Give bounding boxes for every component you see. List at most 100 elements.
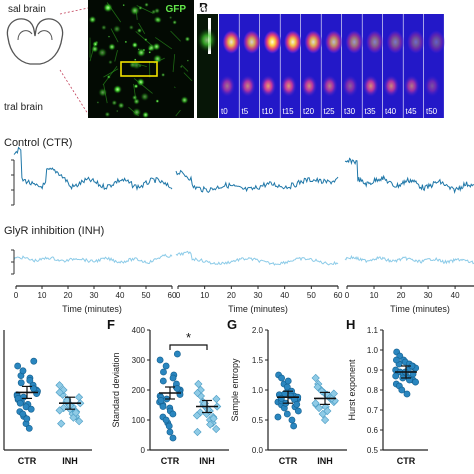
inhibition-traces: [11, 249, 474, 275]
scatter-point-ctr: [16, 399, 24, 407]
gfp-cell: [96, 101, 100, 104]
ca-time-label: t40: [385, 107, 397, 116]
scatter-y-tick-label: 0: [141, 446, 146, 455]
scatter-point-ctr: [290, 422, 298, 430]
gfp-cell: [153, 15, 161, 24]
gfp-cell: [108, 43, 116, 51]
time-axes: 0 10 20 30 40 50 60 0 10 20 30 40 50 60 0 10 20 30 40Time …: [14, 285, 474, 314]
ca-cell-bottom: [342, 75, 359, 97]
gfp-process: [172, 54, 176, 73]
scatter-panel-f: 0 100 200 300 400 Standard deviation CTR INH *: [111, 326, 229, 466]
ca-time-label: t5: [242, 107, 249, 116]
gfp-cell: [112, 25, 121, 33]
ca-frame: [362, 14, 383, 118]
scatter-point-ctr: [173, 385, 181, 392]
scatter-point-inh: [311, 399, 320, 408]
ca-cell-top: [222, 30, 241, 54]
inhibition-trace-2: [175, 250, 339, 266]
scatter-point-ctr: [160, 368, 167, 376]
scatter-y-tick-label: 0.5: [367, 446, 379, 455]
gfp-cell: [140, 92, 150, 102]
gfp-cell: [136, 48, 146, 58]
ca-frame: [321, 14, 342, 118]
gfp-cell: [130, 5, 140, 16]
time-tick-label: 20: [397, 291, 406, 300]
ca-frame: [260, 14, 280, 118]
ca-cell-bottom: [239, 75, 256, 97]
scatter-category-label: INH: [199, 456, 215, 466]
ca-frame: [383, 14, 403, 118]
control-trace-2: [175, 169, 339, 194]
panel-h-label: H: [346, 317, 355, 332]
gfp-cell: [184, 36, 191, 42]
gfp-cell: [128, 24, 134, 31]
scatter-point-ctr: [17, 379, 25, 387]
gfp-cell: [132, 107, 142, 117]
scatter-point-inh: [194, 379, 203, 389]
gfp-cell: [131, 41, 138, 49]
gfp-cell: [151, 9, 157, 15]
control-title: Control (CTR): [4, 137, 72, 149]
scatter-point-inh: [313, 382, 322, 392]
gfp-process: [183, 72, 193, 82]
scatter-y-tick-label: 1.0: [252, 386, 264, 395]
scatter-point-ctr: [284, 377, 292, 385]
gfp-process: [103, 68, 119, 78]
scatter-point-inh: [55, 381, 64, 390]
gfp-process: [128, 106, 139, 117]
scatter-panel-g: 0.0 0.5 1.0 1.5 2.0 Sample entropy CTR INH: [230, 326, 347, 466]
scatter-point-ctr: [165, 422, 173, 430]
scatter-point-ctr: [162, 416, 170, 424]
time-tick-label: 60: [168, 291, 177, 300]
ca-cell-bottom: [280, 75, 297, 97]
ca-frame: [280, 14, 301, 118]
time-tick-label: 0: [14, 291, 19, 300]
ca-time-label: t20: [303, 107, 315, 116]
scatter-point-ctr: [25, 424, 33, 432]
ca-frame: [424, 14, 444, 118]
gfp-column-label: GFP: [199, 5, 218, 15]
gfp-cell: [117, 102, 125, 109]
scatter-point-inh: [75, 417, 84, 426]
ca-cell-top: [304, 30, 323, 54]
ca-cell-top: [406, 30, 425, 54]
scatter-y-tick-label: 1.0: [367, 346, 379, 355]
scatter-point-ctr: [14, 362, 22, 370]
gfp-cell: [124, 40, 128, 44]
scatter-y-tick-label: 0.9: [367, 366, 379, 375]
gfp-process: [103, 84, 108, 104]
scatter-point-ctr: [23, 415, 31, 423]
scatter-y-tick-label: 100: [132, 416, 146, 425]
panel-a-label-bottom: tral brain: [4, 102, 43, 113]
inhibition-trace-3: [344, 254, 474, 265]
significance-star: *: [186, 330, 191, 345]
time-tick-label: 30: [254, 291, 263, 300]
ca-cell-top: [386, 30, 405, 54]
time-tick-label: 30: [424, 291, 433, 300]
time-tick-label: 0: [345, 291, 350, 300]
ca-cell-bottom: [424, 75, 441, 97]
gfp-cell: [116, 110, 119, 113]
scatter-point-ctr: [403, 390, 411, 398]
gfp-cell: [88, 15, 97, 24]
gfp-process: [102, 65, 118, 86]
gfp-process: [155, 37, 173, 50]
ca-cell-top: [427, 30, 446, 54]
scatter-point-inh: [71, 408, 80, 417]
ca-time-label: t10: [262, 107, 274, 116]
gfp-process: [131, 61, 147, 68]
gfp-micrograph: GFP: [88, 0, 194, 119]
gfp-cell: [107, 35, 111, 38]
scatter-point-inh: [206, 420, 215, 429]
scatter-y-label: Standard deviation: [111, 352, 121, 427]
ca-cell-bottom: [321, 75, 338, 97]
scatter-y-tick-label: 1.1: [367, 326, 379, 335]
ca-cell-bottom: [219, 75, 236, 97]
gfp-cell: [133, 98, 140, 105]
gfp-process: [89, 42, 96, 62]
ca-cell-top: [283, 30, 302, 54]
gfp-cell: [152, 42, 161, 51]
gfp-cell: [97, 47, 108, 58]
scatter-point-inh: [193, 388, 202, 398]
